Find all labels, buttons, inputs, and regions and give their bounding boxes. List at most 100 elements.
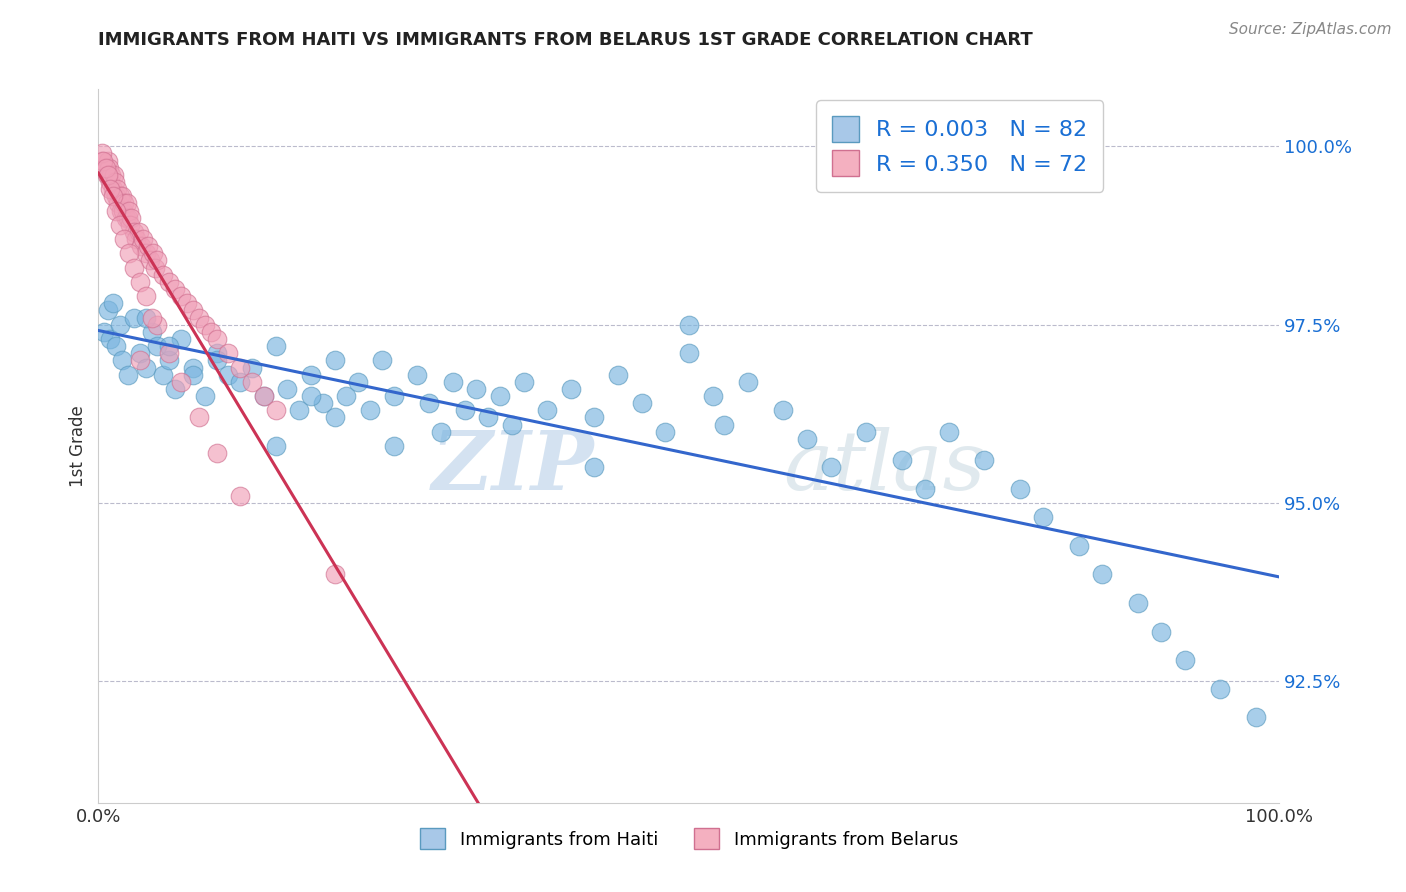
Point	[1244, 710, 1267, 724]
Point	[104, 175, 127, 189]
Point	[122, 310, 145, 325]
Point	[114, 211, 136, 225]
Point	[406, 368, 429, 382]
Point	[253, 389, 276, 403]
Point	[430, 425, 453, 439]
Point	[501, 417, 523, 432]
Point	[128, 353, 150, 368]
Point	[288, 403, 311, 417]
Point	[264, 403, 287, 417]
Point	[347, 375, 370, 389]
Point	[217, 346, 239, 360]
Point	[441, 375, 464, 389]
Point	[938, 425, 960, 439]
Point	[111, 353, 134, 368]
Point	[205, 346, 228, 360]
Legend: Immigrants from Haiti, Immigrants from Belarus: Immigrants from Haiti, Immigrants from B…	[411, 819, 967, 858]
Text: ZIP: ZIP	[432, 427, 595, 508]
Point	[128, 225, 150, 239]
Point	[1150, 624, 1173, 639]
Point	[702, 389, 724, 403]
Point	[240, 375, 263, 389]
Point	[583, 460, 606, 475]
Point	[359, 403, 381, 417]
Point	[299, 389, 322, 403]
Point	[312, 396, 335, 410]
Point	[323, 567, 346, 582]
Point	[229, 360, 252, 375]
Point	[135, 246, 157, 260]
Point	[187, 310, 209, 325]
Point	[132, 232, 155, 246]
Point	[110, 203, 132, 218]
Point	[96, 168, 118, 182]
Point	[111, 189, 134, 203]
Point	[217, 368, 239, 382]
Point	[157, 353, 180, 368]
Point	[1008, 482, 1031, 496]
Point	[122, 225, 145, 239]
Point	[91, 153, 114, 168]
Point	[170, 375, 193, 389]
Point	[125, 232, 148, 246]
Point	[371, 353, 394, 368]
Point	[94, 161, 117, 175]
Point	[98, 332, 121, 346]
Point	[1174, 653, 1197, 667]
Point	[820, 460, 842, 475]
Point	[170, 289, 193, 303]
Text: IMMIGRANTS FROM HAITI VS IMMIGRANTS FROM BELARUS 1ST GRADE CORRELATION CHART: IMMIGRANTS FROM HAITI VS IMMIGRANTS FROM…	[98, 31, 1033, 49]
Point	[205, 353, 228, 368]
Point	[105, 339, 128, 353]
Point	[678, 346, 700, 360]
Point	[118, 246, 141, 260]
Point	[512, 375, 534, 389]
Point	[97, 153, 120, 168]
Point	[772, 403, 794, 417]
Point	[105, 182, 128, 196]
Point	[112, 232, 135, 246]
Point	[135, 310, 157, 325]
Point	[122, 260, 145, 275]
Point	[1209, 681, 1232, 696]
Point	[229, 375, 252, 389]
Point	[108, 318, 131, 332]
Point	[146, 339, 169, 353]
Point	[135, 360, 157, 375]
Point	[973, 453, 995, 467]
Point	[200, 325, 222, 339]
Point	[118, 203, 141, 218]
Point	[157, 346, 180, 360]
Point	[890, 453, 912, 467]
Point	[108, 218, 131, 232]
Point	[276, 382, 298, 396]
Point	[713, 417, 735, 432]
Point	[418, 396, 440, 410]
Point	[630, 396, 652, 410]
Point	[240, 360, 263, 375]
Point	[91, 146, 114, 161]
Point	[264, 339, 287, 353]
Point	[465, 382, 488, 396]
Point	[152, 268, 174, 282]
Point	[105, 189, 128, 203]
Point	[1091, 567, 1114, 582]
Point	[141, 325, 163, 339]
Point	[382, 389, 405, 403]
Point	[229, 489, 252, 503]
Point	[98, 182, 121, 196]
Point	[477, 410, 499, 425]
Point	[98, 161, 121, 175]
Point	[654, 425, 676, 439]
Text: atlas: atlas	[783, 427, 986, 508]
Y-axis label: 1st Grade: 1st Grade	[69, 405, 87, 487]
Point	[98, 175, 121, 189]
Point	[135, 289, 157, 303]
Point	[678, 318, 700, 332]
Point	[1032, 510, 1054, 524]
Point	[796, 432, 818, 446]
Point	[157, 275, 180, 289]
Point	[129, 239, 152, 253]
Point	[128, 275, 150, 289]
Point	[91, 153, 114, 168]
